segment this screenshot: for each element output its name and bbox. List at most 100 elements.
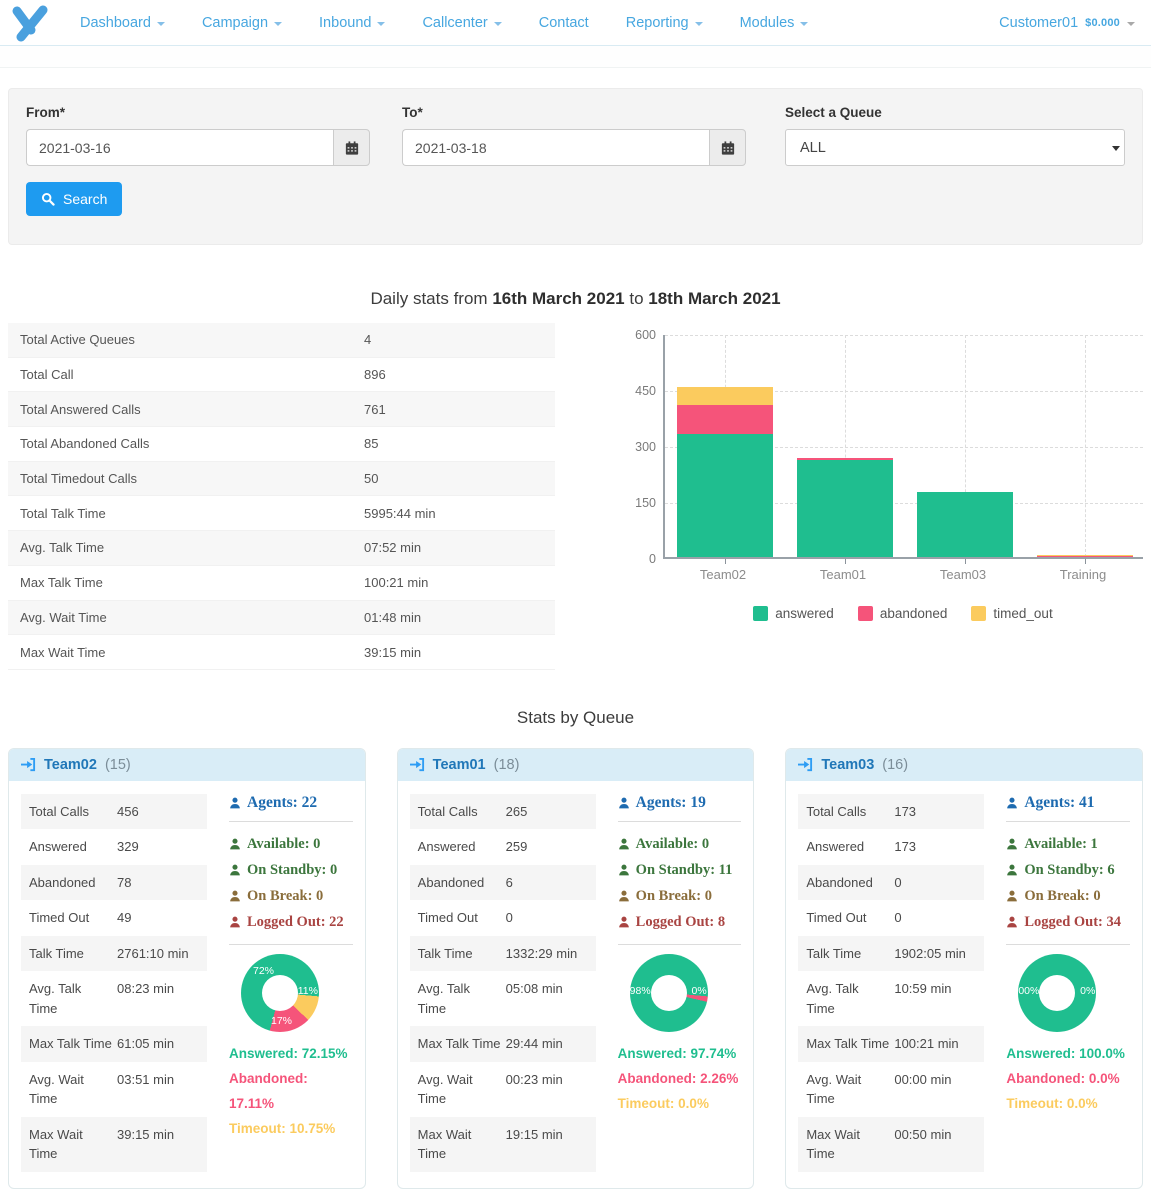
queue-stat-value: 100:21 min bbox=[894, 1036, 959, 1052]
calendar-icon[interactable] bbox=[333, 129, 370, 166]
sign-in-icon bbox=[798, 757, 813, 772]
agent-state-text: Available: 0 bbox=[635, 835, 710, 852]
donut-slice-label: 0% bbox=[691, 985, 707, 998]
queue-card-team03: Team03 (16) Total Calls 173 Answered 173 Aband… bbox=[785, 747, 1144, 1189]
queue-stat-label: Answered bbox=[417, 839, 476, 855]
legend-label: timed_out bbox=[993, 606, 1053, 621]
legend-item-answered[interactable]: answered bbox=[753, 606, 834, 621]
queue-select-value: ALL bbox=[800, 139, 826, 156]
agent-state-available: Available: 0 bbox=[229, 831, 353, 857]
x-axis-tick bbox=[1085, 559, 1086, 564]
legend-item-abandoned[interactable]: abandoned bbox=[857, 606, 948, 621]
gridline bbox=[965, 335, 966, 557]
divider bbox=[1006, 944, 1131, 946]
queue-stats-row: Max Talk Time 61:05 min bbox=[21, 1026, 207, 1062]
summary-row-label: Max Wait Time bbox=[20, 644, 106, 660]
nav-item-contact[interactable]: Contact bbox=[539, 15, 589, 31]
summary-row-label: Avg. Wait Time bbox=[20, 609, 107, 625]
queue-stat-value: 39:15 min bbox=[117, 1126, 175, 1142]
summary-row-value: 39:15 min bbox=[364, 644, 422, 660]
from-date-input[interactable] bbox=[26, 129, 333, 166]
legend-swatch bbox=[857, 606, 873, 621]
agent-state-text: Available: 1 bbox=[1024, 835, 1098, 852]
user-menu[interactable]: Customer01 $0.000 bbox=[999, 15, 1135, 31]
donut-hole bbox=[1039, 975, 1076, 1012]
nav-item-dashboard[interactable]: Dashboard bbox=[80, 15, 165, 31]
queue-stat-label: Max Talk Time bbox=[417, 1036, 501, 1052]
sub-header-strip bbox=[0, 46, 1151, 68]
queue-stat-value: 78 bbox=[117, 874, 132, 890]
summary-row-value: 761 bbox=[364, 401, 386, 417]
queue-stat-label: Talk Time bbox=[806, 945, 862, 961]
agents-total: Agents: 19 bbox=[618, 794, 742, 812]
legend-item-timed_out[interactable]: timed_out bbox=[971, 606, 1053, 621]
gridline bbox=[665, 447, 1143, 448]
queue-stat-value: 265 bbox=[505, 803, 528, 819]
nav-item-label: Dashboard bbox=[80, 14, 151, 31]
queue-stat-label: Max Talk Time bbox=[29, 1036, 112, 1052]
x-axis-category-label: Team02 bbox=[699, 567, 747, 582]
queue-stat-value: 03:51 min bbox=[117, 1071, 175, 1087]
x-axis-tick bbox=[725, 559, 726, 564]
queue-stat-label: Timed Out bbox=[29, 910, 90, 926]
queue-stat-label: Abandoned bbox=[806, 874, 873, 890]
agent-icon bbox=[618, 797, 630, 809]
daily-stats-title: Daily stats from 16th March 2021 to 18th… bbox=[0, 289, 1151, 309]
summary-row: Avg. Talk Time 07:52 min bbox=[8, 531, 555, 566]
bar-segment-timed_out bbox=[677, 387, 773, 405]
queue-stats-row: Avg. Talk Time 08:23 min bbox=[21, 971, 207, 1026]
nav-item-callcenter[interactable]: Callcenter bbox=[422, 15, 502, 31]
user-balance: $0.000 bbox=[1085, 16, 1120, 29]
legend-label: abandoned bbox=[879, 606, 948, 621]
nav-item-inbound[interactable]: Inbound bbox=[319, 15, 386, 31]
summary-row-value: 100:21 min bbox=[364, 575, 429, 591]
agent-state-text: Logged Out: 8 bbox=[635, 914, 726, 931]
queue-stats-row: Abandoned 78 bbox=[21, 864, 207, 901]
bar-segment-timed_out bbox=[1037, 555, 1133, 556]
nav-menu: Dashboard Campaign Inbound Callcenter Contac… bbox=[80, 15, 809, 31]
summary-row: Max Talk Time 100:21 min bbox=[8, 566, 555, 601]
sign-in-icon bbox=[409, 757, 425, 772]
queue-stat-label: Avg. Wait Time bbox=[29, 1071, 84, 1107]
search-button[interactable]: Search bbox=[26, 182, 123, 216]
nav-item-campaign[interactable]: Campaign bbox=[202, 15, 283, 31]
app-logo[interactable] bbox=[10, 4, 54, 42]
to-date-input[interactable] bbox=[402, 129, 709, 166]
queue-stat-label: Avg. Talk Time bbox=[417, 981, 470, 1016]
daily-title-prefix: Daily stats from bbox=[370, 289, 488, 308]
queue-stats-row: Total Calls 456 bbox=[21, 793, 207, 830]
agent-icon bbox=[229, 838, 241, 850]
agent-state-text: Logged Out: 22 bbox=[247, 914, 344, 931]
agent-icon bbox=[618, 864, 630, 876]
queue-stats-row: Abandoned 6 bbox=[409, 864, 596, 901]
queue-stat-value: 49 bbox=[117, 910, 132, 926]
queue-cards-row: Team02 (15) Total Calls 456 Answered 329 Aband… bbox=[0, 747, 1151, 1189]
agent-state-available: Available: 0 bbox=[618, 831, 742, 857]
y-axis-tick-label: 150 bbox=[635, 496, 656, 510]
queue-select[interactable]: ALL bbox=[785, 129, 1125, 166]
nav-item-modules[interactable]: Modules bbox=[740, 15, 809, 31]
legend-swatch bbox=[753, 606, 769, 621]
legend-swatch bbox=[971, 606, 987, 621]
queue-stats-row: Max Wait Time 00:50 min bbox=[798, 1116, 985, 1172]
queue-stats-row: Avg. Wait Time 00:23 min bbox=[410, 1062, 596, 1117]
donut-hole bbox=[650, 975, 687, 1012]
queue-card-body: Total Calls 456 Answered 329 Abandoned 78 Time… bbox=[9, 781, 365, 1188]
queue-stat-value: 29:44 min bbox=[505, 1036, 563, 1052]
nav-item-reporting[interactable]: Reporting bbox=[626, 15, 703, 31]
percent-timeout: Timeout: 10.75% bbox=[229, 1121, 336, 1137]
queue-donut-chart: 98% 0% bbox=[629, 954, 708, 1033]
queue-stat-label: Max Wait Time bbox=[417, 1126, 472, 1162]
summary-row-label: Total Timedout Calls bbox=[20, 471, 138, 487]
gridline bbox=[845, 335, 846, 557]
queue-card-body: Total Calls 173 Answered 173 Abandoned 0 Timed… bbox=[786, 781, 1142, 1188]
y-axis-tick-label: 0 bbox=[649, 552, 656, 566]
agents-total-text: Agents: 22 bbox=[247, 793, 318, 811]
agent-state-on-standby: On Standby: 6 bbox=[1006, 857, 1130, 883]
queue-stat-label: Max Talk Time bbox=[806, 1036, 890, 1052]
agent-icon bbox=[229, 864, 241, 876]
summary-row-label: Total Active Queues bbox=[20, 332, 135, 348]
queue-stat-value: 00:00 min bbox=[894, 1071, 952, 1087]
calendar-icon[interactable] bbox=[709, 129, 746, 166]
stats-by-queue-title: Stats by Queue bbox=[516, 707, 635, 727]
